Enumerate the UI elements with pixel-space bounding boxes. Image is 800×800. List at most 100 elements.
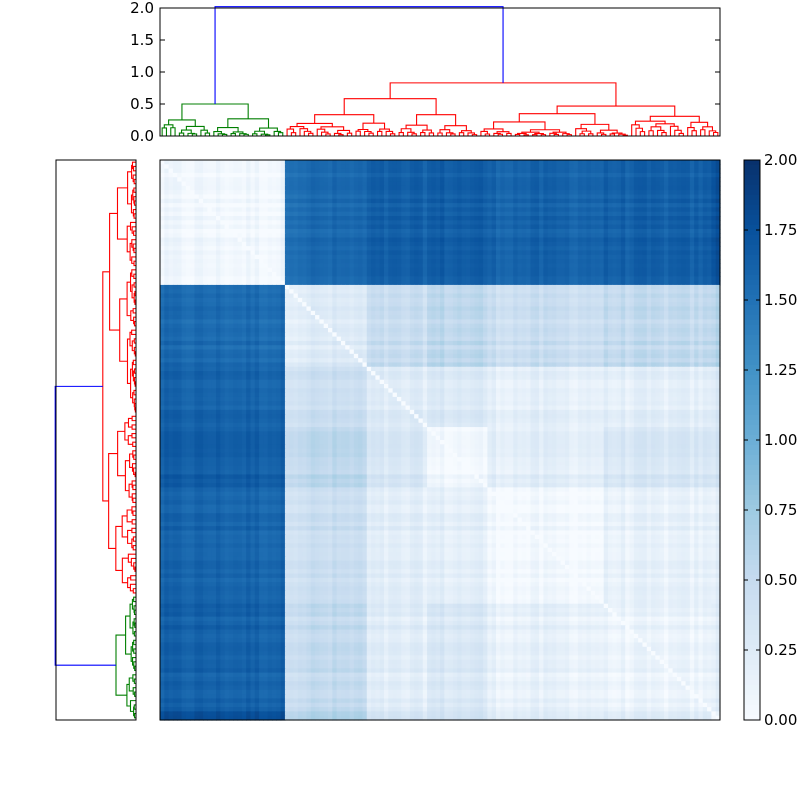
heatmap-cell xyxy=(526,172,532,178)
heatmap-cell xyxy=(694,272,700,277)
heatmap-cell xyxy=(521,168,527,174)
heatmap-cell xyxy=(375,203,381,208)
heatmap-cell xyxy=(707,172,712,178)
heatmap-cell xyxy=(496,267,501,273)
heatmap-cell xyxy=(629,276,635,282)
heatmap-cell xyxy=(444,241,450,247)
heatmap-cell xyxy=(715,220,721,226)
heatmap-cell xyxy=(483,241,488,247)
heatmap-cell xyxy=(448,280,454,286)
heatmap-cell xyxy=(629,246,635,252)
heatmap-cell xyxy=(194,263,200,269)
heatmap-cell xyxy=(616,194,622,200)
heatmap-cell xyxy=(655,297,661,303)
heatmap-cell xyxy=(573,310,579,316)
heatmap-cell xyxy=(194,280,200,286)
heatmap-cell xyxy=(198,319,204,325)
heatmap-cell xyxy=(168,306,174,312)
heatmap-cell xyxy=(164,198,170,204)
heatmap-cell xyxy=(272,190,277,196)
heatmap-cell xyxy=(655,246,661,252)
heatmap-cell xyxy=(353,306,359,312)
heatmap-cell xyxy=(444,293,450,299)
heatmap-cell xyxy=(405,207,411,213)
heatmap-cell xyxy=(340,280,346,286)
heatmap-cell xyxy=(676,302,682,308)
heatmap-cell xyxy=(685,284,691,290)
heatmap-cell xyxy=(435,293,441,299)
heatmap-cell xyxy=(715,216,721,221)
heatmap-cell xyxy=(440,181,445,187)
heatmap-cell xyxy=(185,250,191,256)
heatmap-cell xyxy=(517,233,523,239)
heatmap-cell xyxy=(448,224,454,230)
heatmap-cell xyxy=(246,280,252,286)
heatmap-cell xyxy=(328,267,333,273)
heatmap-cell xyxy=(297,306,303,312)
heatmap-cell xyxy=(582,293,588,299)
heatmap-cell xyxy=(409,241,415,247)
heatmap-cell xyxy=(211,203,217,208)
heatmap-cell xyxy=(508,194,514,200)
heatmap-cell xyxy=(676,177,682,183)
heatmap-cell xyxy=(582,319,588,325)
heatmap-cell xyxy=(284,224,290,230)
heatmap-cell xyxy=(276,177,282,183)
heatmap-cell xyxy=(194,228,200,234)
heatmap-cell xyxy=(241,194,247,200)
heatmap-cell xyxy=(556,177,562,183)
heatmap-cell xyxy=(608,263,613,269)
heatmap-cell xyxy=(664,198,669,204)
heatmap-cell xyxy=(504,319,510,325)
heatmap-cell xyxy=(371,164,376,170)
heatmap-cell xyxy=(371,198,376,204)
heatmap-cell xyxy=(715,233,721,239)
heatmap-cell xyxy=(418,297,424,303)
heatmap-cell xyxy=(427,302,432,308)
heatmap-cell xyxy=(474,185,480,191)
heatmap-cell xyxy=(185,160,191,165)
heatmap-cell xyxy=(651,246,656,252)
heatmap-cell xyxy=(409,220,415,226)
heatmap-cell xyxy=(237,198,243,204)
heatmap-cell xyxy=(310,228,316,234)
heatmap-cell xyxy=(388,276,394,282)
heatmap-cell xyxy=(297,185,303,191)
heatmap-cell xyxy=(289,280,295,286)
heatmap-cell xyxy=(573,267,579,273)
heatmap-cell xyxy=(246,164,252,170)
heatmap-cell xyxy=(543,198,549,204)
heatmap-cell xyxy=(349,228,355,234)
heatmap-cell xyxy=(560,310,566,316)
heatmap-cell xyxy=(401,228,407,234)
heatmap-cell xyxy=(448,181,454,187)
heatmap-cell xyxy=(526,315,532,320)
heatmap-cell xyxy=(659,319,665,325)
heatmap-cell xyxy=(664,280,669,286)
heatmap-cell xyxy=(543,315,549,320)
heatmap-cell xyxy=(293,160,299,165)
heatmap-cell xyxy=(465,168,471,174)
heatmap-cell xyxy=(646,263,652,269)
heatmap-cell xyxy=(272,198,277,204)
heatmap-cell xyxy=(664,190,669,196)
heatmap-cell xyxy=(340,323,346,329)
heatmap-cell xyxy=(457,237,463,243)
heatmap-cell xyxy=(620,203,626,208)
heatmap-cell xyxy=(513,237,519,243)
heatmap-cell xyxy=(289,216,295,221)
heatmap-cell xyxy=(340,172,346,178)
heatmap-cell xyxy=(310,272,316,277)
heatmap-cell xyxy=(496,224,501,230)
heatmap-cell xyxy=(358,254,364,260)
heatmap-cell xyxy=(168,224,174,230)
heatmap-cell xyxy=(297,198,303,204)
heatmap-cell xyxy=(254,207,260,213)
heatmap-cell xyxy=(625,246,631,252)
heatmap-cell xyxy=(715,203,721,208)
heatmap-cell xyxy=(715,267,721,273)
heatmap-cell xyxy=(431,237,437,243)
heatmap-cell xyxy=(465,172,471,178)
heatmap-cell xyxy=(237,216,243,221)
heatmap-cell xyxy=(599,190,605,196)
